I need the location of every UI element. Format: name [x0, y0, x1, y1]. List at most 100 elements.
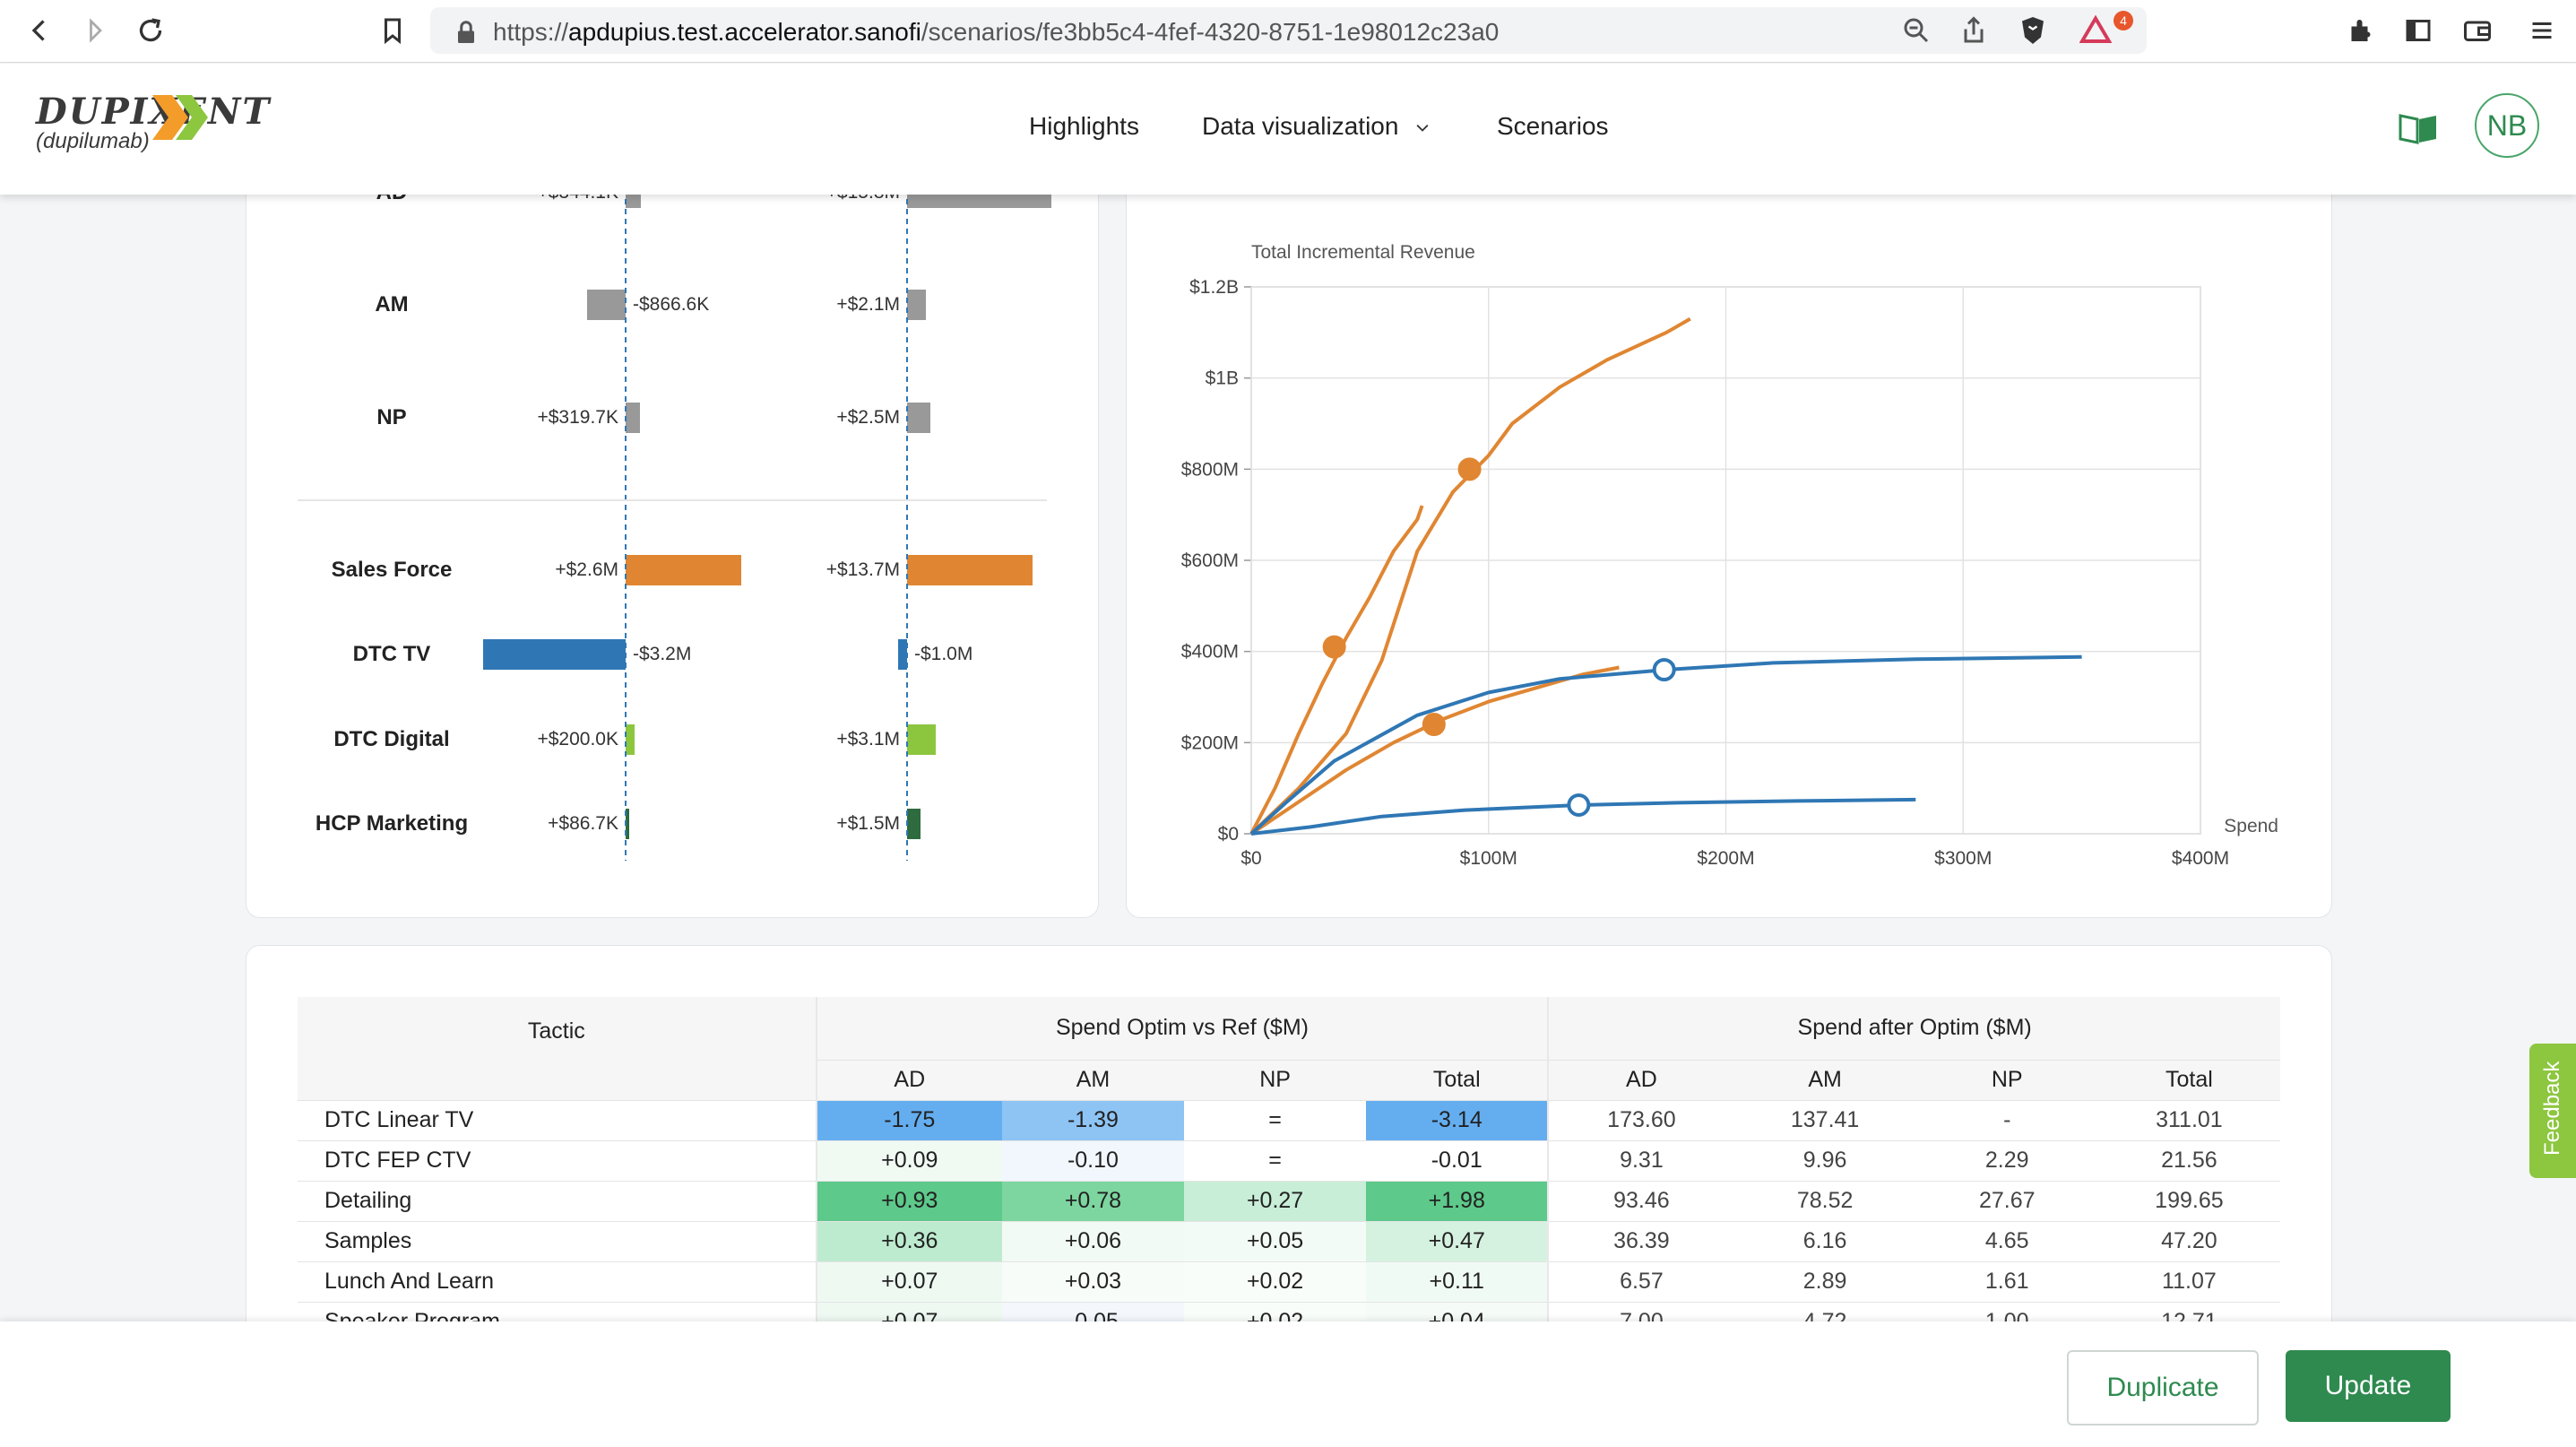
- series-line-4: [1249, 654, 2082, 836]
- after-cell: 47.20: [2097, 1221, 2280, 1262]
- vs-ref-cell: +0.27: [1184, 1181, 1367, 1222]
- brand-logo[interactable]: DUPIXENT (dupilumab): [36, 91, 271, 154]
- bar-row-label: DTC TV: [352, 642, 431, 666]
- vs-ref-cell: =: [1184, 1100, 1367, 1141]
- feedback-label: Feedback: [2540, 1061, 2564, 1156]
- extensions-icon[interactable]: [2345, 14, 2377, 47]
- menu-icon[interactable]: [2526, 14, 2558, 47]
- nav-highlights[interactable]: Highlights: [1029, 112, 1139, 140]
- bar-comparison-card: [246, 143, 1099, 918]
- after-cell: 9.96: [1733, 1140, 1916, 1182]
- left-bar-value: -$866.6K: [633, 294, 710, 315]
- vs-ref-cell: +1.98: [1366, 1181, 1550, 1222]
- after-cell: 2.89: [1733, 1261, 1916, 1303]
- bar-row-label: HCP Marketing: [315, 811, 469, 836]
- table-row: Samples +0.36 +0.06 +0.05 +0.47 36.39 6.16 4.65…: [298, 1221, 2280, 1262]
- vs-ref-cell: -0.10: [1001, 1140, 1185, 1182]
- chevron-down-icon: [1416, 124, 1429, 132]
- chart-title: Total Incremental Revenue: [1251, 242, 1475, 263]
- sidebar-icon[interactable]: [2402, 14, 2434, 47]
- bar-row-label: DTC Digital: [333, 727, 450, 751]
- forward-icon[interactable]: [79, 14, 111, 47]
- after-cell: 173.60: [1548, 1100, 1734, 1141]
- after-cell: 1.61: [1915, 1261, 2098, 1303]
- vs-ref-cell: +0.07: [816, 1261, 1002, 1303]
- right-bar-value: +$1.5M: [836, 813, 900, 834]
- series-marker-5[interactable]: [1567, 793, 1591, 817]
- update-button[interactable]: Update: [2286, 1350, 2451, 1422]
- wallet-icon[interactable]: [2461, 14, 2494, 47]
- series-marker-2[interactable]: [1457, 457, 1482, 481]
- nav-data-visualization[interactable]: Data visualization: [1202, 112, 1434, 141]
- tactic-cell: Detailing: [298, 1181, 817, 1222]
- share-icon[interactable]: [1958, 14, 1990, 47]
- brave-rewards-icon[interactable]: [2079, 14, 2113, 47]
- tactic-cell: Lunch And Learn: [298, 1261, 817, 1303]
- lock-icon: [450, 16, 475, 45]
- y-tick-label: $200M: [1181, 732, 1239, 753]
- reload-icon[interactable]: [134, 14, 167, 47]
- bookmark-icon[interactable]: [376, 14, 409, 47]
- right-bar: [907, 403, 930, 433]
- vs-ref-cell: +0.02: [1184, 1261, 1367, 1303]
- vs-ref-cell: +0.93: [816, 1181, 1002, 1222]
- back-icon[interactable]: [23, 14, 56, 47]
- x-tick-label: $0: [1240, 848, 1261, 869]
- right-bar-value: -$1.0M: [914, 644, 973, 664]
- series-marker-4[interactable]: [1652, 658, 1676, 681]
- table-row: DTC FEP CTV +0.09 -0.10 = -0.01 9.31 9.96 2.29 2…: [298, 1140, 2280, 1182]
- zoom-icon[interactable]: [1900, 14, 1932, 47]
- brave-shield-icon[interactable]: [2017, 14, 2049, 47]
- x-tick-label: $200M: [1697, 848, 1754, 869]
- y-tick-label: $600M: [1181, 550, 1239, 571]
- sub-header-after-total: Total: [2097, 1060, 2280, 1101]
- x-tick-label: $400M: [2172, 848, 2229, 869]
- after-cell: 78.52: [1733, 1181, 1916, 1222]
- left-bar: [626, 403, 640, 433]
- chart-series: [1249, 316, 2082, 836]
- user-avatar[interactable]: NB: [2475, 93, 2539, 158]
- tactic-cell: DTC FEP CTV: [298, 1140, 817, 1182]
- address-bar[interactable]: https://apdupius.test.accelerator.sanofi…: [430, 7, 2147, 54]
- header-spend-after: Spend after Optim ($M): [1548, 997, 2280, 1061]
- series-marker-1[interactable]: [1322, 635, 1346, 659]
- right-bar-value: +$3.1M: [836, 729, 900, 749]
- after-cell: -: [1915, 1100, 2098, 1141]
- vs-ref-cell: =: [1184, 1140, 1367, 1182]
- nav-scenarios[interactable]: Scenarios: [1497, 112, 1609, 140]
- sub-header-after-am: AM: [1733, 1060, 1916, 1101]
- vs-ref-cell: +0.36: [816, 1221, 1002, 1262]
- after-cell: 21.56: [2097, 1140, 2280, 1182]
- left-bar-value: -$3.2M: [633, 644, 692, 664]
- tactic-cell: DTC Linear TV: [298, 1100, 817, 1141]
- vs-ref-cell: +0.03: [1001, 1261, 1185, 1303]
- after-cell: 36.39: [1548, 1221, 1734, 1262]
- book-icon[interactable]: [2399, 110, 2438, 146]
- vs-ref-cell: +0.78: [1001, 1181, 1185, 1222]
- brand-name: DUPIXENT: [36, 91, 272, 133]
- right-bar: [897, 639, 907, 670]
- left-bar-value: +$2.6M: [555, 559, 618, 580]
- after-cell: 93.46: [1548, 1181, 1734, 1222]
- right-bar: [907, 724, 936, 755]
- duplicate-button[interactable]: Duplicate: [2067, 1350, 2259, 1425]
- brand-arrows-icon: [152, 95, 208, 140]
- after-cell: 9.31: [1548, 1140, 1734, 1182]
- left-bar-value: +$200.0K: [537, 729, 618, 749]
- header-spend-vs-ref: Spend Optim vs Ref ($M): [816, 997, 1550, 1061]
- series-marker-3[interactable]: [1422, 713, 1446, 736]
- series-line-3: [1249, 665, 1620, 836]
- right-bar-value: +$2.5M: [836, 407, 900, 428]
- left-bar-value: +$319.7K: [537, 407, 618, 428]
- feedback-tab[interactable]: Feedback: [2529, 1044, 2576, 1178]
- right-bar-value: +$13.7M: [826, 559, 900, 580]
- url-path: /scenarios/fe3bb5c4-4fef-4320-8751-1e980…: [921, 18, 1500, 46]
- nav-data-visualization-label: Data visualization: [1202, 112, 1399, 140]
- left-bar: [626, 555, 742, 585]
- after-cell: 4.65: [1915, 1221, 2098, 1262]
- x-tick-label: $100M: [1460, 848, 1517, 869]
- vs-ref-cell: +0.05: [1184, 1221, 1367, 1262]
- left-bar: [626, 724, 635, 755]
- bar-row-label: AM: [375, 292, 409, 316]
- y-tick-label: $1B: [1206, 368, 1239, 389]
